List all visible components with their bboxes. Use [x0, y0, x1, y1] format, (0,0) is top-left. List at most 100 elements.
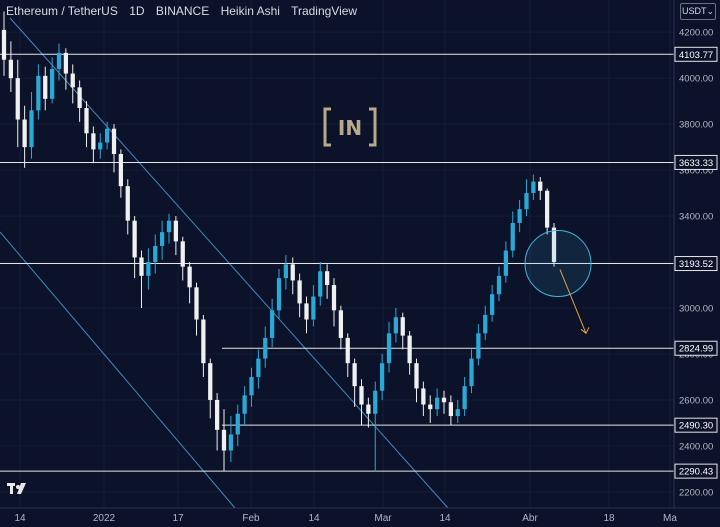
candle-body[interactable] [510, 222, 515, 251]
chart-style-label[interactable]: Heikin Ashi [220, 4, 280, 18]
candle-body[interactable] [421, 388, 426, 405]
candle-body[interactable] [70, 73, 75, 88]
candle-body[interactable] [290, 264, 295, 281]
candle-body[interactable] [104, 128, 110, 143]
candle-body[interactable] [496, 275, 502, 295]
candle-body[interactable] [194, 287, 199, 320]
x-tick-label: Abr [522, 513, 538, 524]
candle-body[interactable] [538, 181, 543, 191]
candle-body[interactable] [379, 363, 385, 391]
candle-body[interactable] [269, 310, 275, 338]
candle-body[interactable] [503, 250, 509, 276]
y-tick-label: 3600.00 [679, 166, 713, 177]
candle-body[interactable] [283, 264, 289, 279]
candle-body[interactable] [386, 333, 392, 364]
candle-body[interactable] [352, 363, 357, 387]
candle-body[interactable] [544, 190, 550, 228]
candle-body[interactable] [393, 317, 399, 334]
candle-body[interactable] [29, 110, 34, 148]
candle-body[interactable] [208, 363, 213, 400]
level-label-box [674, 463, 718, 479]
candle-body[interactable] [139, 257, 144, 276]
candle-body[interactable] [338, 310, 344, 338]
candle-body[interactable] [249, 376, 254, 396]
candle-body[interactable] [304, 303, 309, 320]
candle-body[interactable] [146, 262, 151, 276]
candle-body[interactable] [414, 363, 419, 389]
candle-body[interactable] [331, 285, 337, 311]
candle-body[interactable] [311, 296, 316, 320]
candle-body[interactable] [462, 386, 467, 410]
candle-body[interactable] [36, 75, 41, 111]
candle-body[interactable] [455, 409, 460, 417]
candle-body[interactable] [63, 52, 69, 74]
candle-body[interactable] [551, 227, 557, 263]
candle-body[interactable] [8, 59, 14, 79]
candle-body[interactable] [242, 395, 247, 414]
candle-body[interactable] [318, 271, 323, 297]
candle-body[interactable] [228, 434, 234, 451]
candle-body[interactable] [166, 220, 172, 233]
candle-body[interactable] [1, 29, 7, 60]
x-tick-label: 17 [172, 513, 184, 524]
candle-body[interactable] [153, 245, 158, 263]
candle-body[interactable] [173, 220, 179, 242]
x-tick-label: 14 [308, 513, 320, 524]
candle-body[interactable] [132, 220, 137, 258]
chart-header: Ethereum / TetherUS 1D BINANCE Heikin As… [6, 4, 365, 18]
candle-body[interactable] [98, 142, 103, 150]
candle-body[interactable] [221, 429, 227, 451]
candle-body[interactable] [84, 108, 89, 134]
candle-body[interactable] [324, 271, 330, 286]
candle-body[interactable] [118, 154, 124, 187]
candle-body[interactable] [373, 390, 378, 414]
candle-body[interactable] [187, 266, 192, 288]
candle-body[interactable] [489, 294, 495, 315]
candle-body[interactable] [180, 241, 185, 267]
candle-body[interactable] [91, 133, 96, 150]
candle-body[interactable] [483, 314, 488, 334]
candle-body[interactable] [434, 397, 440, 410]
y-tick-label: 3400.00 [679, 212, 713, 223]
candle-body[interactable] [345, 337, 350, 364]
candle-body[interactable] [263, 337, 268, 359]
candle-body[interactable] [125, 186, 130, 221]
candle-body[interactable] [400, 317, 405, 336]
symbol-label[interactable]: Ethereum / TetherUS [6, 4, 118, 18]
candle-body[interactable] [15, 78, 20, 120]
candle-body[interactable] [517, 209, 522, 223]
candle-body[interactable] [476, 333, 481, 359]
y-tick-label: 4000.00 [679, 74, 713, 85]
candle-body[interactable] [77, 87, 82, 109]
highlight-circle[interactable] [524, 230, 592, 298]
candle-body[interactable] [428, 404, 433, 410]
x-tick-label: 18 [603, 513, 615, 524]
candle-body[interactable] [366, 404, 371, 414]
projection-arrow-line[interactable] [559, 269, 587, 334]
candle-body[interactable] [531, 181, 536, 194]
candle-body[interactable] [256, 358, 261, 377]
y-tick-label: 4200.00 [679, 28, 713, 39]
candle-body[interactable] [276, 278, 282, 311]
candle-body[interactable] [469, 358, 474, 387]
interval-label[interactable]: 1D [129, 4, 145, 18]
candle-body[interactable] [43, 75, 48, 99]
candle-body[interactable] [407, 335, 412, 364]
candle-body[interactable] [441, 397, 447, 403]
candle-body[interactable] [201, 319, 206, 364]
candle-body[interactable] [159, 232, 165, 246]
candle-body[interactable] [214, 399, 220, 430]
candle-body[interactable] [235, 413, 240, 435]
candle-body[interactable] [111, 128, 117, 155]
candle-body[interactable] [49, 68, 55, 99]
candle-body[interactable] [448, 402, 454, 417]
candle-body[interactable] [22, 119, 27, 148]
currency-selector[interactable]: USDT⌄ [680, 3, 716, 20]
candle-body[interactable] [297, 280, 302, 304]
candle-body[interactable] [524, 193, 529, 210]
candle-body[interactable] [56, 52, 62, 69]
candle-body[interactable] [359, 386, 364, 405]
tradingview-logo-icon[interactable] [7, 481, 29, 499]
level-label: 2824.99 [679, 344, 713, 355]
